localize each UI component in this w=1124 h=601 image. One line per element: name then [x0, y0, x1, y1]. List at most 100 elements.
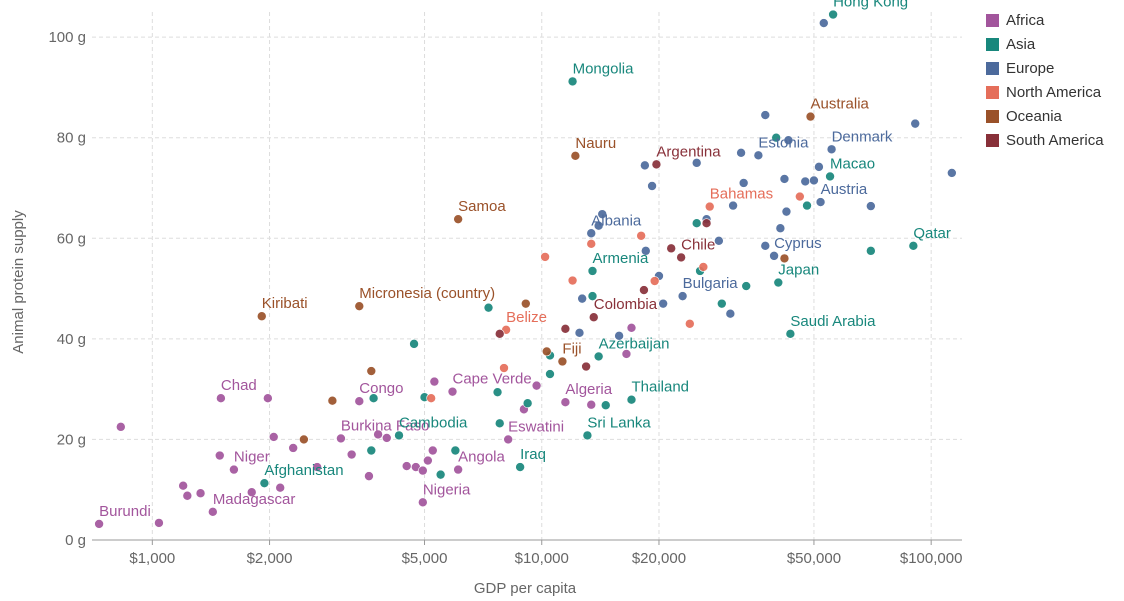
point-label: Estonia [758, 134, 809, 151]
data-point [427, 445, 438, 456]
data-point [494, 418, 505, 429]
data-point [366, 366, 377, 376]
legend-item[interactable]: South America [986, 128, 1104, 152]
data-point [588, 312, 599, 323]
data-point [567, 275, 578, 286]
legend-item[interactable]: Oceania [986, 104, 1104, 128]
data-point [418, 465, 428, 476]
y-tick-label: 60 g [57, 230, 86, 247]
data-point [259, 478, 270, 488]
point-label: Armenia [592, 250, 649, 267]
point-label: Mongolia [573, 60, 635, 77]
data-point [795, 191, 805, 202]
data-point [503, 434, 513, 445]
data-point [178, 480, 188, 491]
data-point [593, 351, 604, 362]
data-point [182, 490, 193, 501]
legend-label: Asia [1006, 35, 1036, 53]
legend-item[interactable]: Asia [986, 32, 1104, 56]
data-point [809, 175, 819, 186]
point-label: Iraq [520, 446, 546, 463]
point-label: Denmark [832, 128, 893, 145]
axes: 0 g 20 g 40 g 60 g 80 g 100 g $1,000 $2,000 $5,0… [48, 29, 962, 567]
x-tick-label: $50,000 [787, 550, 841, 567]
point-label: Hong Kong [833, 0, 908, 11]
x-tick-label: $1,000 [129, 550, 175, 567]
data-point [522, 398, 533, 409]
point-label: Australia [811, 96, 870, 113]
data-point [779, 174, 790, 184]
data-point [581, 361, 591, 372]
data-point [760, 241, 771, 251]
gridlines [92, 12, 962, 540]
y-tick-label: 100 g [48, 29, 86, 46]
data-point [910, 118, 921, 129]
data-point [567, 76, 578, 87]
data-point [582, 430, 593, 441]
data-point [368, 393, 379, 403]
data-point [815, 197, 826, 207]
data-point [800, 176, 811, 187]
data-point [299, 434, 309, 445]
data-point [802, 200, 812, 211]
data-point [775, 223, 786, 234]
data-point [626, 394, 637, 405]
data-point [492, 387, 503, 397]
point-label: Nigeria [423, 481, 471, 498]
y-tick-label: 40 g [57, 331, 86, 348]
point-label: Bulgaria [683, 275, 739, 292]
legend-item[interactable]: Europe [986, 56, 1104, 80]
data-point [426, 393, 436, 403]
data-point [779, 253, 790, 264]
point-label: Colombia [594, 296, 658, 313]
point-label: Burkina Faso [341, 417, 429, 434]
point-label: Belize [506, 309, 547, 326]
point-label: Burundi [99, 503, 151, 520]
data-point [450, 445, 461, 456]
point-label: Macao [830, 155, 875, 172]
point-label: Cape Verde [453, 371, 532, 388]
data-point [651, 159, 662, 170]
legend-swatch [986, 13, 999, 27]
data-point [593, 220, 604, 231]
data-point [826, 144, 837, 155]
y-axis-title: Animal protein supply [10, 210, 27, 354]
point-label: Albania [591, 212, 642, 229]
data-point [447, 386, 458, 397]
legend-item[interactable]: Africa [986, 8, 1104, 32]
point-label: Micronesia (country) [359, 285, 495, 302]
data-point [560, 323, 571, 334]
legend-label: Africa [1006, 11, 1045, 29]
data-point [381, 433, 392, 443]
data-point [586, 239, 597, 249]
point-label: Kiribati [262, 295, 308, 312]
data-point [760, 110, 771, 120]
point-label: Samoa [458, 198, 506, 215]
data-point [515, 462, 525, 472]
data-point [418, 497, 428, 508]
data-point [908, 241, 919, 251]
data-point [499, 363, 509, 373]
legend: Africa Asia Europe North America Oceania Sout… [986, 8, 1104, 152]
data-point [256, 311, 267, 322]
data-point [346, 449, 357, 460]
data-point [214, 450, 225, 461]
point-label: Azerbaijan [599, 335, 670, 352]
legend-label: North America [1006, 83, 1102, 101]
data-point [597, 209, 608, 219]
data-point [557, 356, 568, 367]
point-labels: Burundi Madagascar Niger Chad Burkina Faso Co… [99, 0, 951, 520]
data-point [783, 135, 794, 146]
data-point [600, 400, 611, 411]
legend-swatch [986, 109, 999, 123]
data-point [453, 214, 463, 224]
data-point [701, 218, 712, 228]
legend-item[interactable]: North America [986, 80, 1104, 104]
data-point [229, 464, 239, 475]
data-point [621, 349, 632, 359]
data-point [805, 111, 816, 122]
point-label: Argentina [656, 143, 721, 160]
point-label: Niger [234, 449, 270, 466]
point-label: Saudi Arabia [790, 313, 876, 330]
